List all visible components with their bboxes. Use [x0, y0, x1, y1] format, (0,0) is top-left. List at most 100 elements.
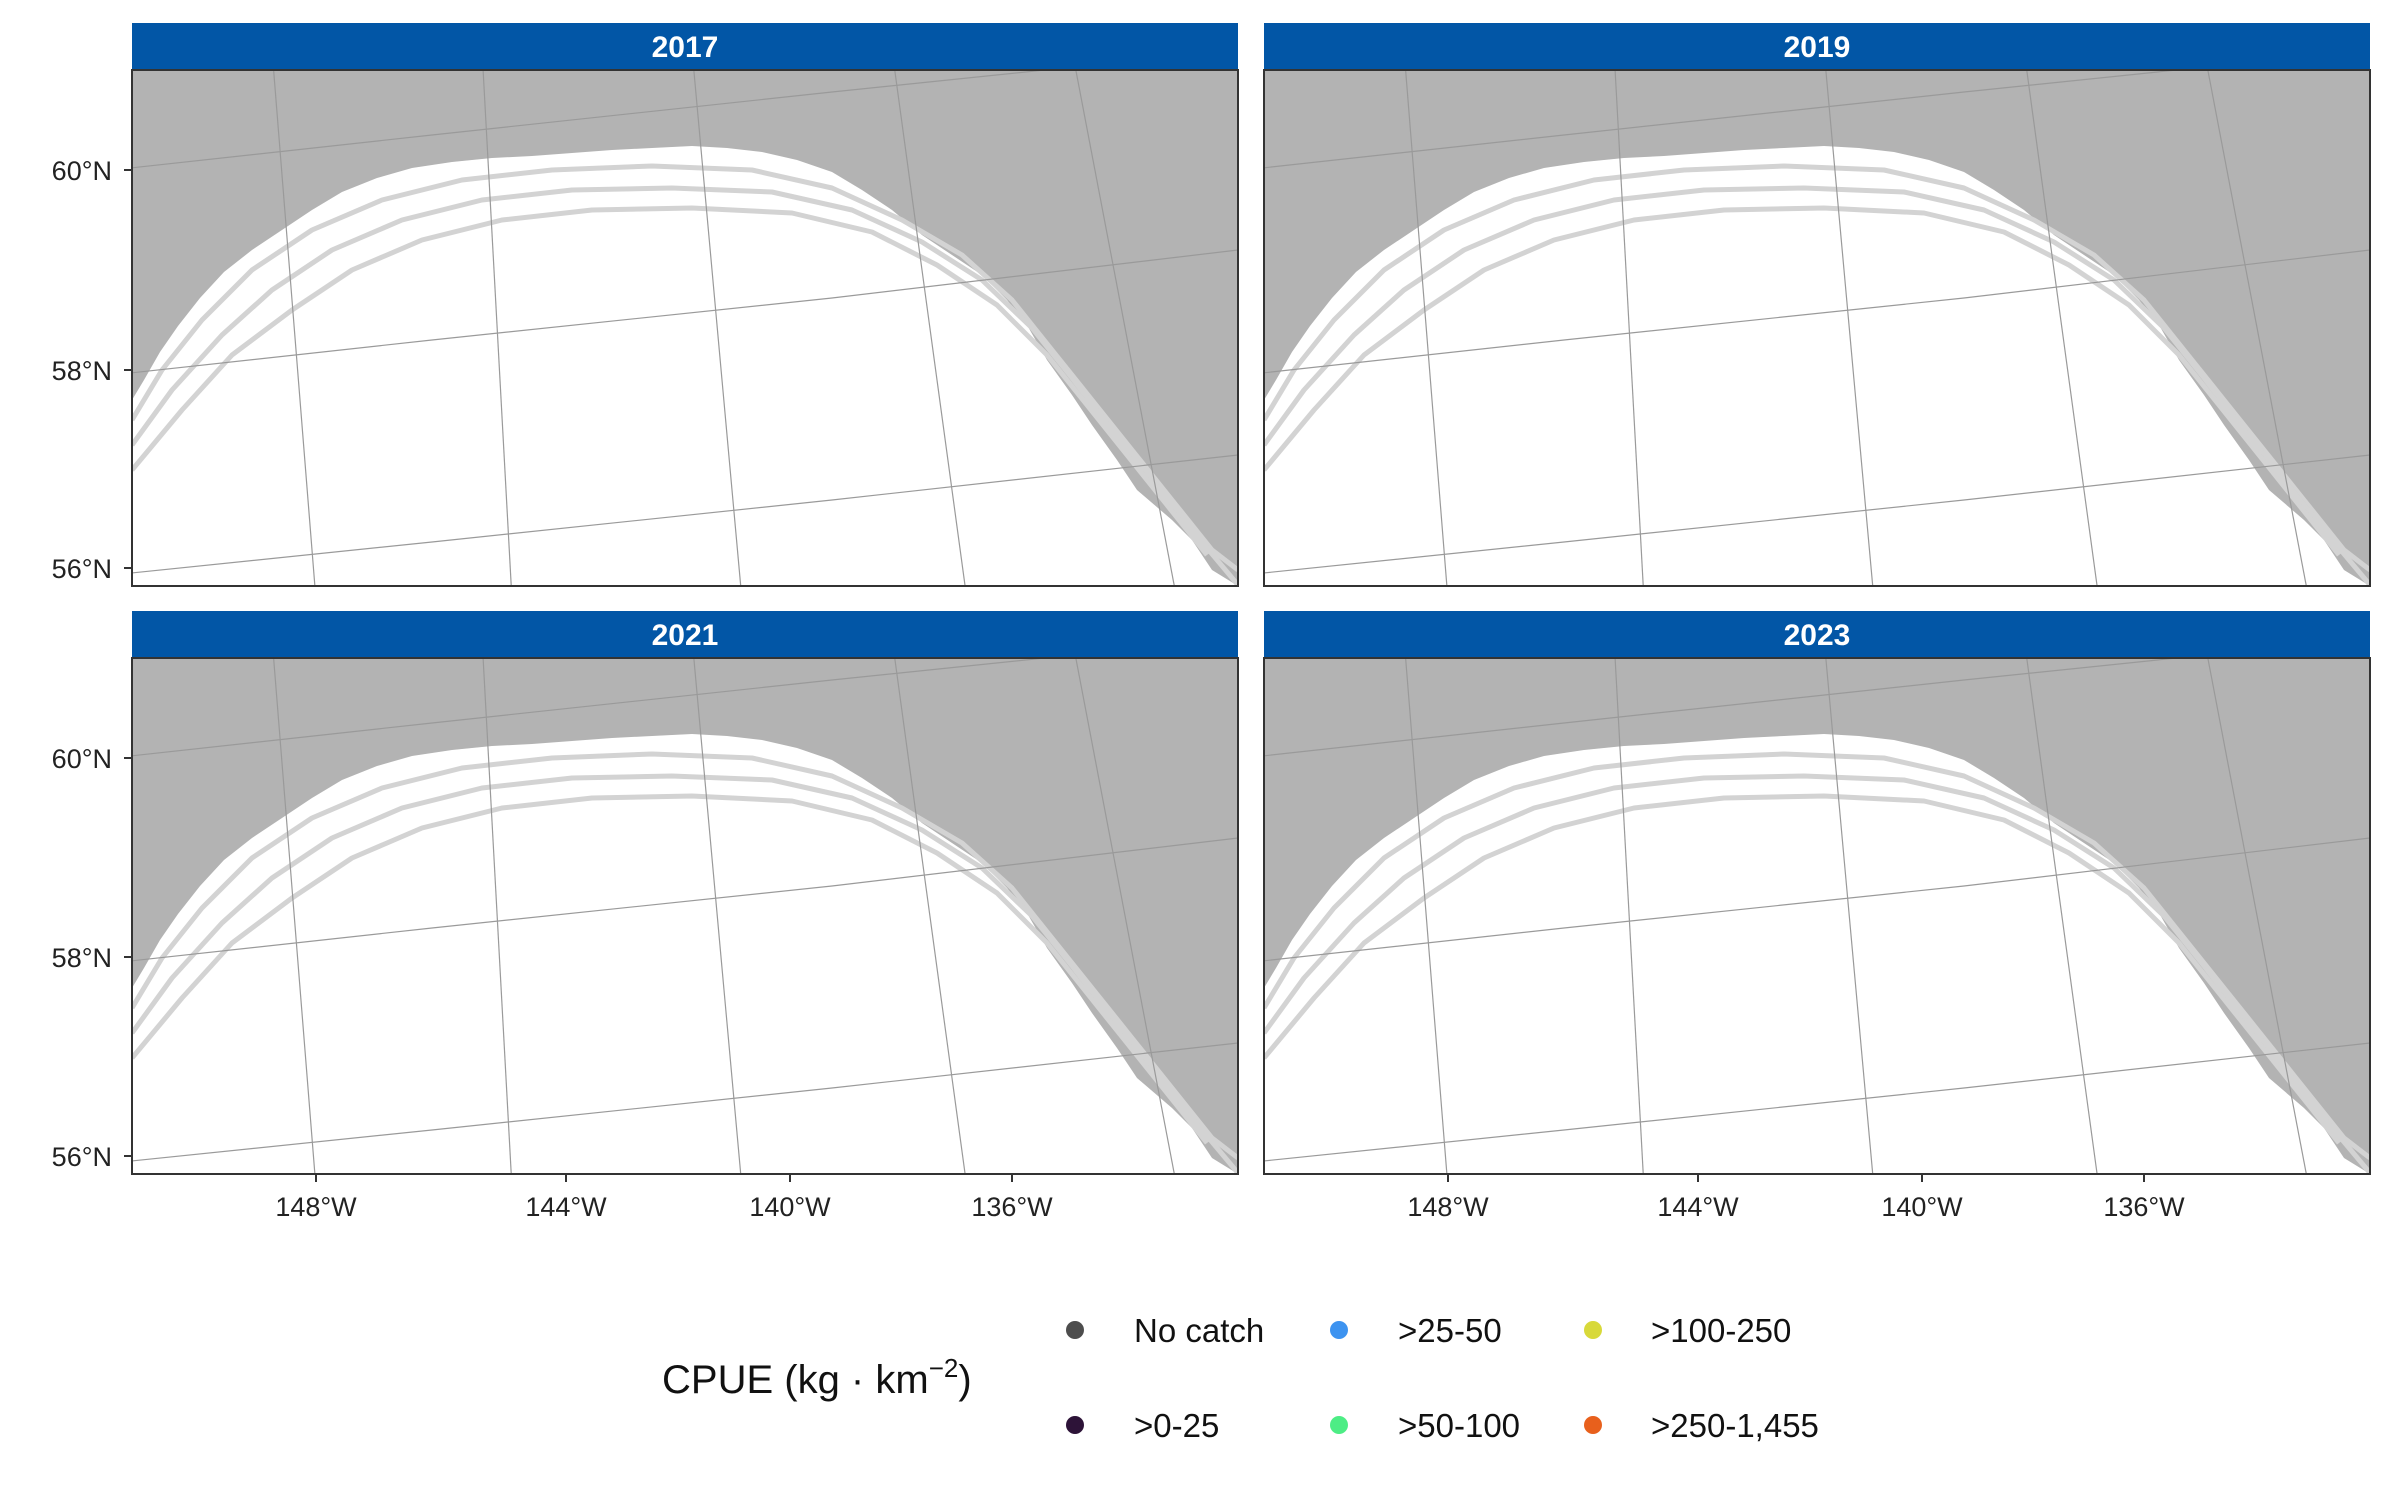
graticule-line [1404, 658, 1448, 1174]
legend-label: >100-250 [1651, 1312, 1791, 1349]
legend-item-100-250: >100-250 [1584, 1312, 1791, 1349]
legend-item-0-25: >0-25 [1066, 1407, 1219, 1444]
panel-frame [1263, 657, 2371, 1175]
legend-swatch [1584, 1416, 1602, 1434]
x-tick-label: 140°W [749, 1192, 831, 1222]
panel-title: 2023 [1784, 619, 1851, 652]
map-layers [132, 658, 1238, 1174]
map-area [132, 658, 1238, 1174]
panel-2023: 2023 [1263, 611, 2371, 1175]
graticule-line [1825, 70, 1874, 586]
legend-swatch [1066, 1416, 1084, 1434]
land [1264, 658, 2370, 1174]
legend-label: >50-100 [1398, 1407, 1520, 1444]
panel-title: 2017 [652, 31, 719, 64]
graticule-line [1614, 658, 1644, 1174]
graticule-line [2026, 70, 2098, 586]
panel-strip [1264, 23, 2370, 69]
graticule-line [1264, 837, 2370, 962]
depth-contour [132, 793, 1209, 1145]
map-layers [1264, 658, 2370, 1174]
depth-contour [132, 773, 1238, 1174]
legend-title: CPUE (kg · km−2) [662, 1353, 972, 1402]
legend-swatch [1330, 1321, 1348, 1339]
legend-label: >25-50 [1398, 1312, 1502, 1349]
graticule-line [2207, 658, 2307, 1174]
legend-title-close: ) [958, 1358, 971, 1402]
panel-frame [131, 657, 1239, 1175]
x-tick-label: 136°W [971, 1192, 1053, 1222]
y-tick-label: 60°N [52, 156, 112, 186]
map-layers [132, 70, 1238, 586]
depth-contour [132, 163, 1238, 572]
legend-item-25-50: >25-50 [1330, 1312, 1502, 1349]
depth-contour [1264, 163, 2370, 572]
panel-strip [1264, 611, 2370, 657]
legend-item-no-catch: No catch [1066, 1312, 1264, 1349]
graticule-line [1264, 249, 2370, 374]
graticule-line [2207, 70, 2307, 586]
depth-contour [132, 185, 1238, 586]
graticule-line [2026, 658, 2098, 1174]
graticule-line [894, 658, 966, 1174]
map-area [1264, 70, 2370, 586]
depth-contour [1264, 751, 2370, 1160]
legend-label: >0-25 [1134, 1407, 1219, 1444]
graticule-line [1075, 658, 1175, 1174]
x-axis-right: 148°W 144°W 140°W 136°W [1407, 1174, 2185, 1222]
legend-item-250-1455: >250-1,455 [1584, 1407, 1819, 1444]
map-layers [1264, 70, 2370, 586]
legend-swatch [1066, 1321, 1084, 1339]
graticule-line [272, 658, 316, 1174]
legend-swatch [1330, 1416, 1348, 1434]
depth-contour [1264, 185, 2370, 586]
panel-strip [132, 23, 1238, 69]
depth-contour [1264, 773, 2370, 1174]
legend-item-50-100: >50-100 [1330, 1407, 1520, 1444]
panel-2021: 2021 [131, 611, 1239, 1175]
land [1264, 70, 2370, 586]
graticule-line [693, 658, 742, 1174]
y-tick-label: 56°N [52, 554, 112, 584]
legend-swatch [1584, 1321, 1602, 1339]
graticule-line [272, 70, 316, 586]
depth-contour [1264, 793, 2341, 1145]
legend-title-superscript: −2 [929, 1353, 959, 1383]
depth-contour [132, 751, 1238, 1160]
y-tick-label: 56°N [52, 1142, 112, 1172]
panel-title: 2021 [652, 619, 719, 652]
graticule-line [1264, 454, 2370, 574]
graticule-line [482, 70, 512, 586]
map-area [132, 70, 1238, 586]
y-axis-bottom: 60°N 58°N 56°N [52, 744, 132, 1172]
panel-strip [132, 611, 1238, 657]
map-area [1264, 658, 2370, 1174]
x-tick-label: 144°W [525, 1192, 607, 1222]
graticule-line [132, 837, 1238, 962]
legend-label: No catch [1134, 1312, 1264, 1349]
graticule-line [132, 454, 1238, 574]
graticule-line [1264, 1042, 2370, 1162]
x-tick-label: 144°W [1657, 1192, 1739, 1222]
x-tick-label: 136°W [2103, 1192, 2185, 1222]
panel-frame [131, 69, 1239, 587]
panel-title: 2019 [1784, 31, 1851, 64]
graticule-line [132, 1042, 1238, 1162]
x-tick-label: 140°W [1881, 1192, 1963, 1222]
panel-2019: 2019 [1263, 23, 2371, 587]
y-axis-top: 60°N 58°N 56°N [52, 156, 132, 584]
x-axis-left: 148°W 144°W 140°W 136°W [275, 1174, 1053, 1222]
x-tick-label: 148°W [1407, 1192, 1489, 1222]
y-tick-label: 60°N [52, 744, 112, 774]
graticule-line [1614, 70, 1644, 586]
depth-contour [132, 205, 1209, 557]
land [132, 658, 1238, 1174]
legend-title-text: CPUE (kg · km [662, 1358, 929, 1402]
land [132, 70, 1238, 586]
graticule-line [693, 70, 742, 586]
graticule-line [1075, 70, 1175, 586]
graticule-line [1825, 658, 1874, 1174]
panel-frame [1263, 69, 2371, 587]
